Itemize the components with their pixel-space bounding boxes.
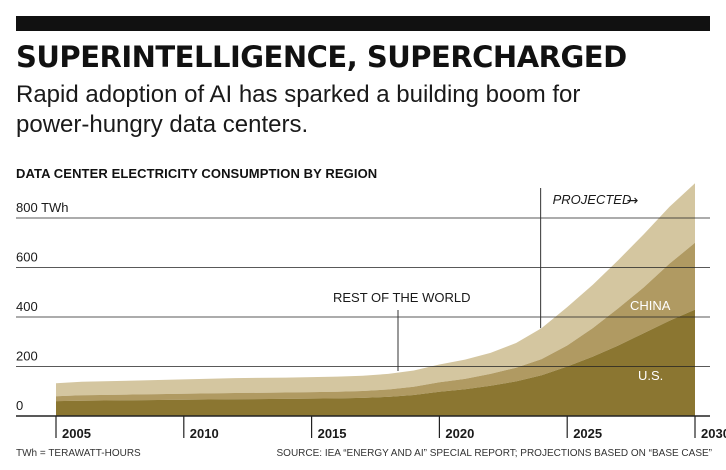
y-tick-label-0: 0 [16,398,23,413]
x-tick-label-2020: 2020 [445,426,474,441]
y-tick-label-200: 200 [16,349,38,364]
rest-of-world-label: REST OF THE WORLD [333,290,470,305]
x-tick-label-2010: 2010 [190,426,219,441]
x-tick-label-2025: 2025 [573,426,602,441]
headline: SUPERINTELLIGENCE, SUPERCHARGED [16,40,627,74]
chart-title: DATA CENTER ELECTRICITY CONSUMPTION BY R… [16,166,378,181]
us-label: U.S. [638,368,663,383]
y-tick-label-800: 800 TWh [16,200,69,215]
us-area [56,309,695,416]
top-rule [16,16,710,31]
projection-label: PROJECTED [553,192,632,207]
x-tick-label-2005: 2005 [62,426,91,441]
y-tick-label-400: 400 [16,299,38,314]
dek: Rapid adoption of AI has sparked a build… [16,81,581,138]
projection-arrow: → [627,193,639,209]
y-tick-label-600: 600 [16,250,38,265]
x-tick-label-2015: 2015 [318,426,347,441]
rest-of-world-area [56,183,695,397]
units-footnote: TWh = TERAWATT-HOURS [16,448,141,459]
source-footnote: SOURCE: IEA “ENERGY AND AI” SPECIAL REPO… [276,448,712,459]
x-tick-label-2030: 2030 [701,426,726,441]
china-label: CHINA [630,298,671,313]
china-area [56,242,695,402]
